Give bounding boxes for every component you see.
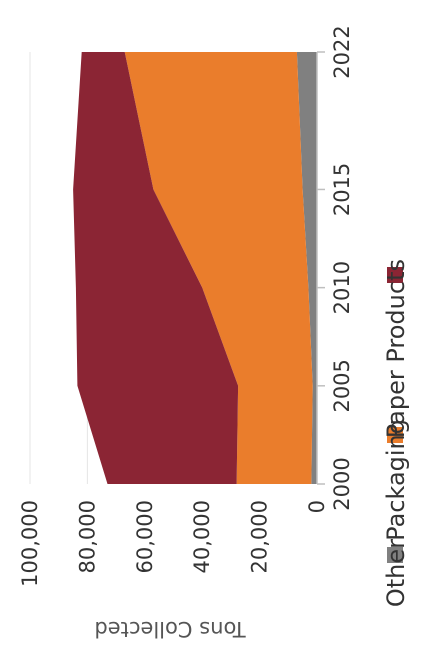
value-tick-label-5: 100,000: [18, 500, 42, 587]
value-tick-label-4: 80,000: [75, 500, 99, 573]
legend-swatch-other: [387, 547, 403, 563]
axes: 2000 2005 2010 2015 2022 0 20,000 40,000 60,000 8…: [18, 25, 354, 641]
legend-swatch-packaging: [387, 427, 403, 443]
year-tick-label-3: 2015: [330, 163, 354, 216]
year-tick-label-2: 2010: [330, 261, 354, 314]
legend-swatch-paper-products: [387, 267, 403, 283]
legend-label-paper-products: Paper Products: [382, 259, 410, 438]
legend-label-packaging: Packaging: [382, 419, 410, 541]
value-tick-label-0: 0: [305, 500, 329, 513]
areas: [73, 52, 317, 484]
year-tick-label-1: 2005: [330, 359, 354, 412]
value-tick-label-2: 40,000: [190, 500, 214, 573]
year-tick-label-0: 2000: [330, 457, 354, 510]
year-tick-label-4: 2022: [330, 25, 354, 78]
area-other: [296, 52, 317, 484]
area-packaging: [124, 52, 313, 484]
legend-label-other: Other: [382, 539, 410, 607]
value-tick-label-1: 20,000: [248, 500, 272, 573]
value-tick-label-3: 60,000: [133, 500, 157, 573]
value-axis-title: Tons Collected: [94, 617, 246, 641]
area-paper-products: [73, 52, 239, 484]
